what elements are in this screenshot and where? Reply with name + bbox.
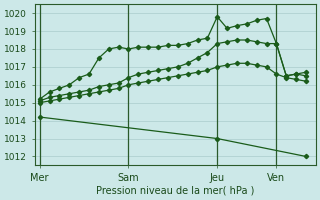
X-axis label: Pression niveau de la mer( hPa ): Pression niveau de la mer( hPa ) bbox=[96, 186, 254, 196]
